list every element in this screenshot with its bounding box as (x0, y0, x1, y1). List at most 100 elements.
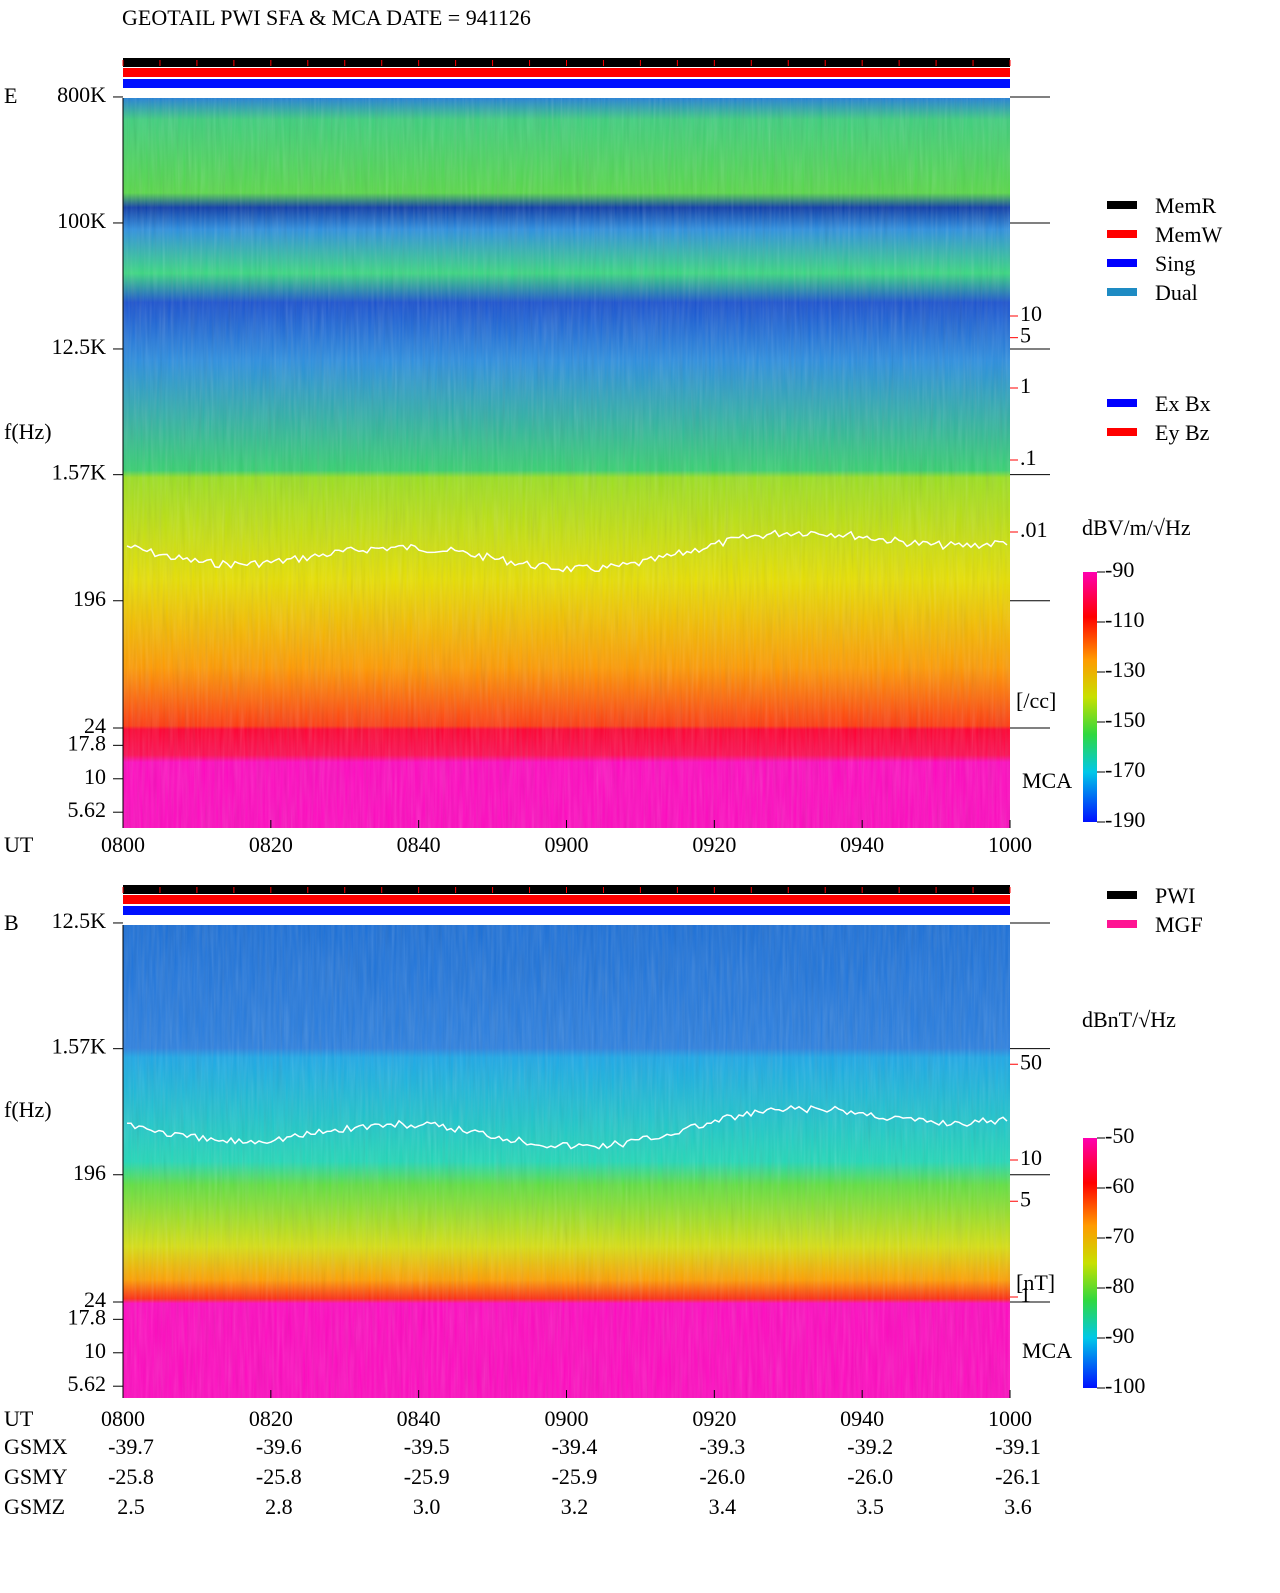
density-tick-label: 1 (1020, 373, 1031, 398)
orbit-value: 3.4 (709, 1494, 737, 1519)
colorbar-label: dBnT/√Hz (1082, 1007, 1176, 1032)
orbit-value: 3.6 (1004, 1494, 1032, 1519)
x-tick-label: 0820 (249, 1406, 293, 1431)
colorbar-tick-label: -90 (1105, 557, 1134, 582)
orbit-value: -26.0 (847, 1464, 893, 1489)
density-tick-label: 1 (1020, 1282, 1031, 1307)
orbit-value: -39.1 (995, 1434, 1041, 1459)
x-tick-label: 0920 (692, 832, 736, 857)
y-axis-label: f(Hz) (4, 1097, 52, 1122)
legend-label: MemW (1155, 222, 1222, 247)
orbit-value: 3.5 (856, 1494, 884, 1519)
x-tick-label: 0940 (840, 1406, 884, 1431)
legend-swatch (1107, 201, 1137, 209)
mca-label: MCA (1022, 1338, 1072, 1363)
orbit-value: -39.7 (108, 1434, 154, 1459)
panel-label: E (4, 83, 17, 108)
orbit-value: -26.0 (699, 1464, 745, 1489)
y-tick-label: 5.62 (68, 1371, 107, 1396)
legend-swatch (1107, 891, 1137, 899)
y-tick-label: 12.5K (52, 334, 107, 359)
y-tick-label: 196 (73, 1160, 106, 1185)
legend-label: MGF (1155, 912, 1203, 937)
x-tick-label: 0900 (545, 1406, 589, 1431)
orbit-value: -39.6 (256, 1434, 302, 1459)
density-tick-label: 10 (1020, 1145, 1042, 1170)
colorbar-tick-label: -130 (1105, 657, 1145, 682)
orbit-label: GSMX (4, 1434, 68, 1459)
density-tick-label: 50 (1020, 1049, 1042, 1074)
legend-swatch (1107, 428, 1137, 436)
plasma-line (127, 1105, 1008, 1150)
colorbar-tick-label: -70 (1105, 1223, 1134, 1248)
x-tick-label: 0940 (840, 832, 884, 857)
chart-title: GEOTAIL PWI SFA & MCA DATE = 941126 (122, 5, 531, 30)
density-unit: [/cc] (1016, 688, 1056, 713)
density-tick-label: 5 (1020, 323, 1031, 348)
x-tick-label: 0800 (101, 1406, 145, 1431)
orbit-value: 2.8 (265, 1494, 293, 1519)
orbit-value: -25.9 (404, 1464, 450, 1489)
colorbar-tick-label: -110 (1105, 607, 1145, 632)
x-tick-label: 0840 (397, 832, 441, 857)
y-tick-label: 196 (73, 586, 106, 611)
colorbar-label: dBV/m/√Hz (1082, 515, 1191, 540)
legend-swatch (1107, 230, 1137, 238)
panel-label: B (4, 910, 19, 935)
legend-swatch (1107, 920, 1137, 928)
orbit-value: 3.2 (561, 1494, 589, 1519)
spectrogram-texture (123, 98, 1010, 828)
orbit-value: -25.8 (256, 1464, 302, 1489)
y-axis-label: f(Hz) (4, 419, 52, 444)
y-tick-label: 24 (84, 713, 106, 738)
density-tick-label: .01 (1020, 517, 1048, 542)
y-tick-label: 10 (84, 764, 106, 789)
orbit-value: -39.5 (404, 1434, 450, 1459)
y-tick-label: 17.8 (68, 730, 107, 755)
x-tick-label: 0920 (692, 1406, 736, 1431)
orbit-value: -39.3 (699, 1434, 745, 1459)
density-tick-label: 5 (1020, 1186, 1031, 1211)
y-tick-label: 1.57K (52, 1034, 107, 1059)
spectrogram-texture (123, 925, 1010, 1398)
density-tick-label: .1 (1020, 445, 1037, 470)
x-tick-label: 1000 (988, 832, 1032, 857)
density-unit: [nT] (1016, 1270, 1055, 1295)
orbit-value: -39.4 (552, 1434, 598, 1459)
orbit-value: 2.5 (117, 1494, 145, 1519)
legend-swatch (1107, 259, 1137, 267)
density-tick-label: 10 (1020, 301, 1042, 326)
x-tick-label: 0900 (545, 832, 589, 857)
colorbar-tick-label: -60 (1105, 1173, 1134, 1198)
colorbar-tick-label: -50 (1105, 1123, 1134, 1148)
colorbar (1083, 572, 1097, 822)
mca-label: MCA (1022, 768, 1072, 793)
y-tick-label: 24 (84, 1287, 106, 1312)
orbit-value: -26.1 (995, 1464, 1041, 1489)
colorbar-tick-label: -150 (1105, 707, 1145, 732)
colorbar (1083, 1138, 1097, 1388)
x-tick-label: 0820 (249, 832, 293, 857)
orbit-label: GSMY (4, 1464, 68, 1489)
x-axis-label: UT (4, 1406, 34, 1431)
orbit-label: GSMZ (4, 1494, 65, 1519)
orbit-value: -25.9 (552, 1464, 598, 1489)
colorbar-tick-label: -170 (1105, 757, 1145, 782)
x-tick-label: 0800 (101, 832, 145, 857)
legend-label: Ex Bx (1155, 391, 1211, 416)
colorbar-tick-label: -190 (1105, 807, 1145, 832)
y-tick-label: 10 (84, 1338, 106, 1363)
legend-swatch (1107, 288, 1137, 296)
x-tick-label: 0840 (397, 1406, 441, 1431)
orbit-value: -39.2 (847, 1434, 893, 1459)
y-tick-label: 1.57K (52, 460, 107, 485)
x-tick-label: 1000 (988, 1406, 1032, 1431)
y-tick-label: 12.5K (52, 908, 107, 933)
colorbar-tick-label: -80 (1105, 1273, 1134, 1298)
plasma-line (126, 529, 1008, 573)
y-tick-label: 800K (57, 82, 106, 107)
x-axis-label: UT (4, 832, 34, 857)
legend-label: MemR (1155, 193, 1216, 218)
orbit-value: -25.8 (108, 1464, 154, 1489)
